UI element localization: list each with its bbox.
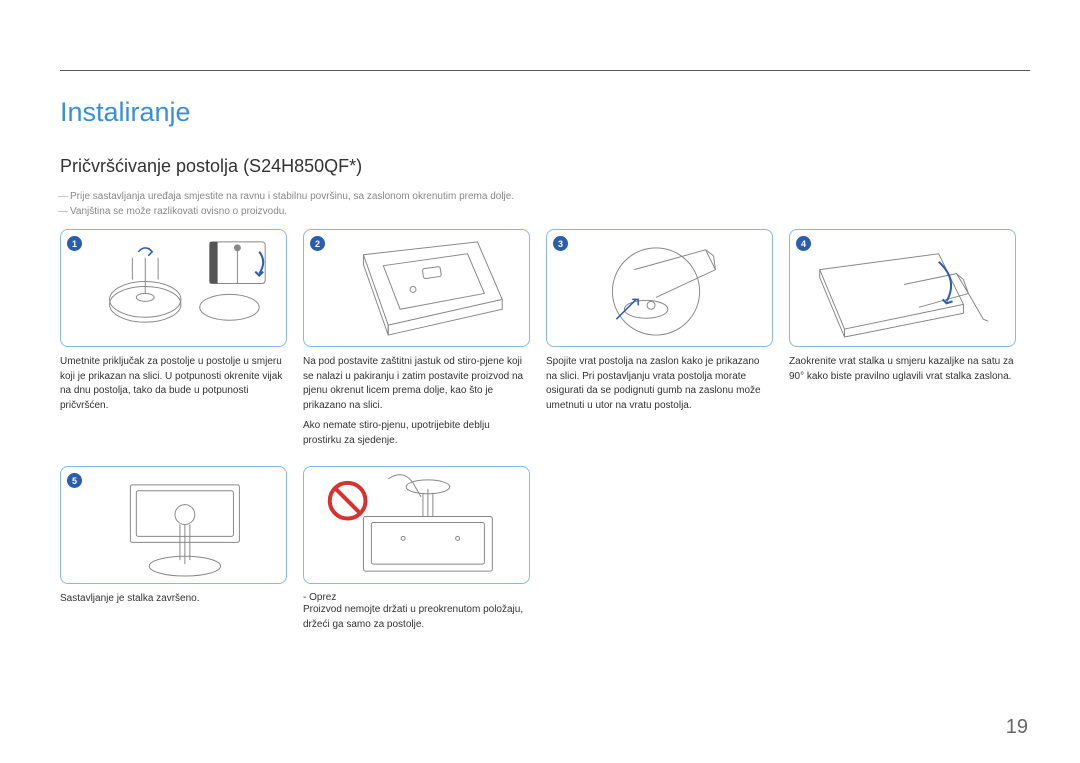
neck-attachment-illustration [547, 230, 772, 347]
figure-box: 4 [789, 229, 1016, 347]
page-number: 19 [1006, 716, 1028, 739]
caution-step: - Oprez Proizvod nemojte držati u preokr… [303, 466, 530, 632]
stand-base-illustration [61, 230, 286, 347]
figure-box: 2 [303, 229, 530, 347]
figure-box: 3 [546, 229, 773, 347]
top-rule [60, 70, 1030, 71]
caution-illustration [304, 467, 529, 584]
caution-label: - Oprez [303, 592, 336, 603]
step-caption: Na pod postavite zaštitni jastuk od stir… [303, 355, 530, 413]
foam-placement-illustration [304, 230, 529, 347]
steps-row-2: 5 Sastavljanje je stalka završeno. [60, 466, 1030, 632]
figure-box: 5 [60, 466, 287, 584]
step-caption: Spojite vrat postolja na zaslon kako je … [546, 355, 773, 413]
steps-row-1: 1 [60, 229, 1030, 448]
rotate-neck-illustration [790, 230, 1015, 347]
assembled-monitor-illustration [61, 467, 286, 584]
step: 4 Zaokrenite vrat stalka u smjeru kazalj… [789, 229, 1016, 448]
caution-row: - Oprez [303, 592, 530, 603]
step-caption-extra: Ako nemate stiro-pjenu, upotrijebite deb… [303, 419, 530, 448]
note-line: Vanjština se može razlikovati ovisno o p… [60, 206, 1030, 217]
step: 3 Spojite vrat postolja na zaslon kako j… [546, 229, 773, 448]
step: 5 Sastavljanje je stalka završeno. [60, 466, 287, 632]
subtitle: Pričvršćivanje postolja (S24H850QF*) [60, 156, 1030, 177]
step-caption: Sastavljanje je stalka završeno. [60, 592, 287, 607]
step: 2 Na pod postavite zaštitni jastuk od st… [303, 229, 530, 448]
figure-box [303, 466, 530, 584]
note-line: Prije sastavljanja uređaja smjestite na … [60, 191, 1030, 202]
step: 1 [60, 229, 287, 448]
step-caption: Umetnite priključak za postolje u postol… [60, 355, 287, 413]
caution-text: Proizvod nemojte držati u preokrenutom p… [303, 603, 530, 632]
step-caption: Zaokrenite vrat stalka u smjeru kazaljke… [789, 355, 1016, 384]
main-title: Instaliranje [60, 97, 1030, 128]
figure-box: 1 [60, 229, 287, 347]
